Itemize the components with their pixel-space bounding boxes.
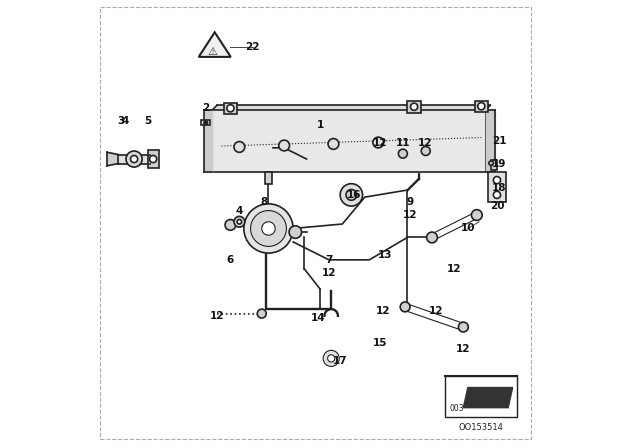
- Text: 21: 21: [492, 136, 506, 146]
- Bar: [224, 103, 237, 114]
- Text: ⚠: ⚠: [207, 47, 218, 56]
- Circle shape: [289, 226, 301, 238]
- Bar: [148, 150, 159, 168]
- Polygon shape: [204, 110, 212, 172]
- Circle shape: [398, 149, 408, 158]
- Polygon shape: [118, 155, 150, 164]
- Text: 15: 15: [373, 338, 388, 348]
- Circle shape: [493, 191, 500, 198]
- Circle shape: [227, 105, 234, 112]
- Circle shape: [279, 140, 289, 151]
- Text: 11: 11: [396, 138, 410, 148]
- Circle shape: [340, 184, 362, 206]
- Text: 9: 9: [406, 197, 413, 207]
- Polygon shape: [463, 388, 513, 408]
- Text: 10: 10: [461, 224, 475, 233]
- Text: 12: 12: [373, 138, 388, 148]
- Bar: [407, 101, 421, 112]
- Circle shape: [346, 190, 356, 200]
- Text: 7: 7: [325, 255, 333, 265]
- Polygon shape: [108, 152, 118, 166]
- Text: 12: 12: [447, 264, 461, 274]
- Circle shape: [323, 350, 339, 366]
- Text: 12: 12: [322, 268, 336, 278]
- Text: 12: 12: [376, 306, 390, 316]
- Text: 14: 14: [310, 313, 325, 323]
- Text: 13: 13: [378, 250, 392, 260]
- Circle shape: [489, 161, 493, 165]
- Circle shape: [150, 155, 157, 163]
- Text: 22: 22: [246, 42, 260, 52]
- Text: 20: 20: [490, 201, 504, 211]
- Circle shape: [126, 151, 142, 167]
- Circle shape: [400, 302, 410, 312]
- Polygon shape: [212, 105, 490, 110]
- Polygon shape: [198, 32, 231, 57]
- Circle shape: [237, 220, 242, 224]
- Text: 17: 17: [333, 356, 348, 366]
- Text: 8: 8: [260, 197, 268, 207]
- Polygon shape: [212, 110, 486, 172]
- Text: 1: 1: [316, 121, 324, 130]
- Polygon shape: [486, 110, 495, 172]
- Text: 4: 4: [122, 116, 129, 126]
- Text: 12: 12: [429, 306, 444, 316]
- Circle shape: [373, 137, 383, 148]
- Circle shape: [328, 355, 335, 362]
- Circle shape: [131, 155, 138, 163]
- Text: 16: 16: [346, 190, 361, 200]
- Text: 18: 18: [492, 183, 506, 193]
- Circle shape: [251, 211, 287, 246]
- Text: 12: 12: [210, 311, 224, 321]
- Circle shape: [204, 121, 207, 125]
- Circle shape: [493, 177, 500, 184]
- Text: OO153514: OO153514: [459, 423, 504, 432]
- Text: 12: 12: [403, 210, 417, 220]
- Text: 2: 2: [202, 103, 209, 112]
- Bar: [488, 172, 506, 202]
- Bar: [202, 120, 211, 125]
- Circle shape: [472, 210, 482, 220]
- Text: 19: 19: [492, 159, 506, 168]
- Circle shape: [328, 138, 339, 149]
- Text: 6: 6: [227, 255, 234, 265]
- Text: 12: 12: [418, 138, 433, 148]
- Circle shape: [262, 222, 275, 235]
- Bar: [265, 172, 272, 184]
- Circle shape: [458, 322, 468, 332]
- Text: 4: 4: [236, 206, 243, 215]
- Bar: [475, 101, 488, 112]
- Circle shape: [234, 216, 244, 227]
- Bar: [491, 160, 497, 170]
- Text: 3: 3: [117, 116, 124, 126]
- Circle shape: [421, 146, 430, 155]
- Bar: [445, 376, 517, 417]
- Circle shape: [225, 220, 236, 230]
- Text: 5: 5: [144, 116, 151, 126]
- Circle shape: [257, 309, 266, 318]
- Circle shape: [477, 103, 485, 110]
- Circle shape: [410, 103, 418, 110]
- Circle shape: [427, 232, 437, 243]
- Circle shape: [234, 142, 244, 152]
- Text: 12: 12: [456, 345, 470, 354]
- Circle shape: [244, 204, 293, 253]
- Text: 003: 003: [450, 404, 465, 413]
